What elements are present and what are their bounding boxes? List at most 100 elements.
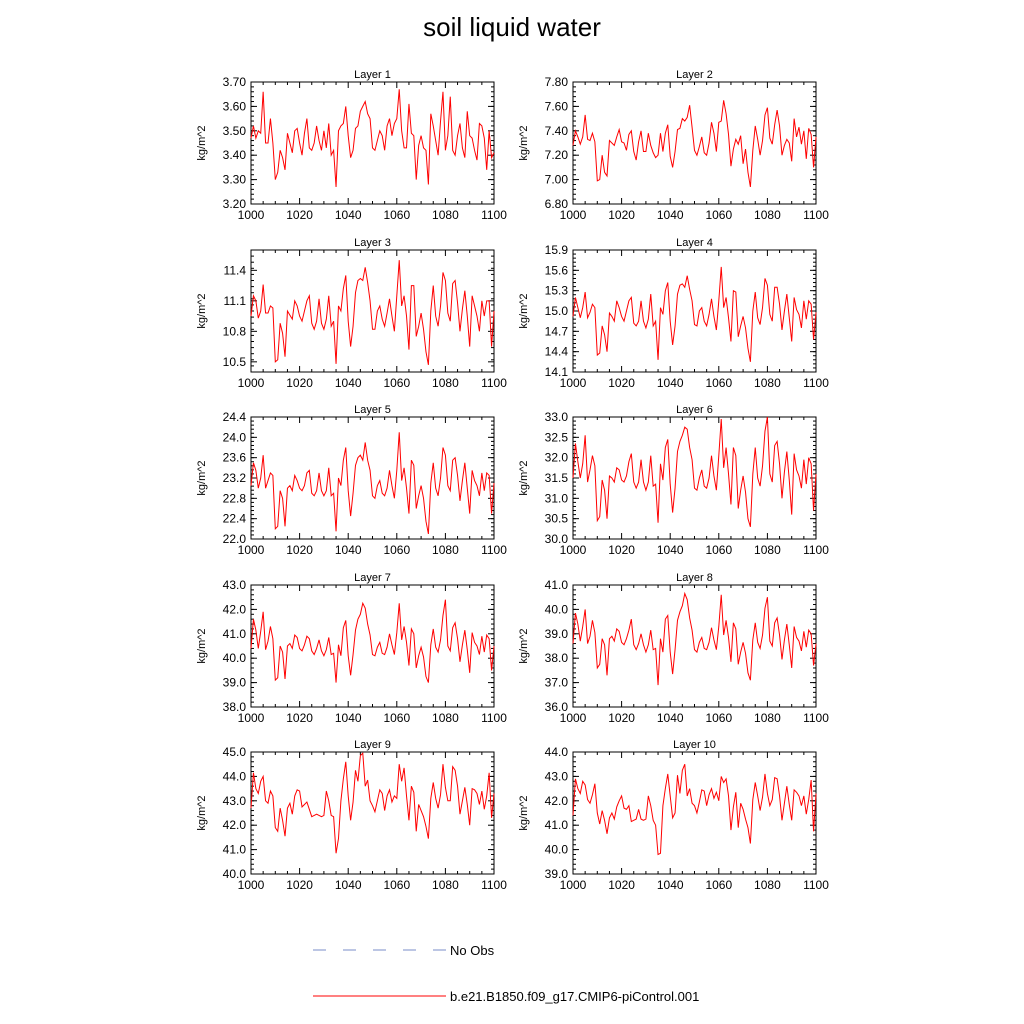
x-tick-label: 1040 [657, 878, 684, 892]
x-tick-label: 1000 [560, 711, 587, 725]
x-tick-label: 1000 [238, 376, 265, 390]
y-axis-label: kg/m^2 [518, 125, 530, 160]
series-line [250, 260, 495, 365]
y-tick-label: 41.0 [545, 578, 569, 592]
series-line [572, 764, 817, 856]
y-tick-label: 42.0 [545, 794, 569, 808]
x-tick-label: 1080 [754, 543, 781, 557]
panel-title: Layer 4 [676, 237, 713, 249]
y-tick-label: 14.4 [545, 345, 569, 359]
y-axis-label: kg/m^2 [518, 293, 530, 328]
x-tick-label: 1060 [383, 376, 410, 390]
y-tick-label: 41.0 [223, 627, 247, 641]
y-tick-label: 6.80 [545, 197, 569, 211]
x-tick-label: 1060 [705, 878, 732, 892]
x-tick-label: 1100 [803, 376, 829, 390]
x-tick-label: 1080 [754, 878, 781, 892]
series-line [572, 266, 817, 362]
panel-layer-2: Layer 2 kg/m^2 1000 1020 1040 1060 1080 1100 6.8… [518, 69, 829, 222]
y-axis-label: kg/m^2 [518, 460, 530, 495]
panel-title: Layer 3 [354, 237, 391, 249]
y-tick-label: 15.9 [545, 243, 569, 257]
x-tick-label: 1100 [481, 878, 507, 892]
plot-frame [572, 249, 817, 373]
y-tick-label: 43.0 [223, 578, 247, 592]
x-tick-label: 1040 [335, 543, 362, 557]
y-tick-label: 40.0 [223, 867, 247, 881]
x-tick-label: 1080 [754, 208, 781, 222]
series-line [572, 100, 817, 188]
x-tick-label: 1080 [754, 711, 781, 725]
x-tick-label: 1000 [238, 208, 265, 222]
panel-title: Layer 9 [354, 739, 391, 751]
x-tick-label: 1000 [238, 878, 265, 892]
y-tick-label: 39.0 [223, 676, 247, 690]
y-tick-label: 39.0 [545, 627, 569, 641]
x-tick-label: 1040 [335, 711, 362, 725]
y-tick-label: 7.40 [545, 124, 569, 138]
series-line [250, 89, 495, 187]
y-tick-label: 7.80 [545, 75, 569, 89]
y-tick-label: 14.1 [545, 365, 569, 379]
series-line [250, 752, 495, 854]
x-tick-label: 1080 [432, 878, 459, 892]
y-tick-label: 24.4 [223, 410, 247, 424]
panel-layer-9: Layer 9 kg/m^2 1000 1020 1040 1060 1080 1100 40.… [196, 739, 507, 892]
x-tick-label: 1080 [754, 376, 781, 390]
series-line [250, 599, 495, 683]
y-tick-label: 30.0 [545, 532, 569, 546]
x-tick-label: 1100 [803, 711, 829, 725]
y-tick-label: 38.0 [223, 700, 247, 714]
y-tick-label: 36.0 [545, 700, 569, 714]
x-tick-label: 1020 [286, 376, 313, 390]
x-tick-label: 1000 [560, 208, 587, 222]
panel-layer-5: Layer 5 kg/m^2 1000 1020 1040 1060 1080 1100 22.… [196, 404, 507, 557]
x-tick-label: 1000 [560, 878, 587, 892]
x-tick-label: 1000 [238, 543, 265, 557]
y-tick-label: 15.3 [545, 284, 569, 298]
y-axis-label: kg/m^2 [196, 795, 208, 830]
x-tick-label: 1020 [608, 878, 635, 892]
plot-frame [572, 751, 817, 875]
x-tick-label: 1020 [286, 208, 313, 222]
y-tick-label: 10.8 [223, 324, 247, 338]
y-tick-label: 7.60 [545, 99, 569, 113]
panel-title: Layer 1 [354, 69, 391, 81]
y-tick-label: 3.50 [223, 124, 247, 138]
y-tick-label: 3.20 [223, 197, 247, 211]
y-tick-label: 31.5 [545, 471, 569, 485]
y-tick-label: 3.40 [223, 148, 247, 162]
x-tick-label: 1080 [432, 376, 459, 390]
series-line [572, 416, 817, 527]
y-tick-label: 7.00 [545, 173, 569, 187]
panel-title: Layer 5 [354, 404, 391, 416]
x-tick-label: 1100 [481, 208, 507, 222]
x-tick-label: 1060 [383, 711, 410, 725]
panel-layer-3: Layer 3 kg/m^2 1000 1020 1040 1060 1080 1100 10.… [196, 237, 507, 390]
panel-layer-10: Layer 10 kg/m^2 1000 1020 1040 1060 1080 1100 39… [518, 739, 829, 892]
y-tick-label: 23.2 [223, 471, 247, 485]
panel-layer-6: Layer 6 kg/m^2 1000 1020 1040 1060 1080 1100 30.… [518, 404, 829, 557]
y-tick-label: 33.0 [545, 410, 569, 424]
x-tick-label: 1100 [803, 543, 829, 557]
y-tick-label: 11.4 [224, 263, 247, 277]
x-tick-label: 1000 [238, 711, 265, 725]
y-tick-label: 31.0 [545, 491, 569, 505]
x-tick-label: 1000 [560, 543, 587, 557]
x-tick-label: 1100 [481, 376, 507, 390]
y-tick-label: 42.0 [223, 818, 247, 832]
legend-obs-label: No Obs [450, 943, 495, 958]
x-tick-label: 1040 [657, 711, 684, 725]
y-tick-label: 23.6 [223, 451, 247, 465]
figure-title: soil liquid water [423, 12, 601, 42]
y-tick-label: 37.0 [545, 676, 569, 690]
y-tick-label: 40.0 [545, 843, 569, 857]
y-tick-label: 3.60 [223, 99, 247, 113]
panel-layer-4: Layer 4 kg/m^2 1000 1020 1040 1060 1080 1100 14.… [518, 237, 829, 390]
y-tick-label: 15.6 [545, 263, 569, 277]
y-axis-label: kg/m^2 [518, 628, 530, 663]
y-tick-label: 30.5 [545, 512, 569, 526]
x-tick-label: 1060 [383, 208, 410, 222]
